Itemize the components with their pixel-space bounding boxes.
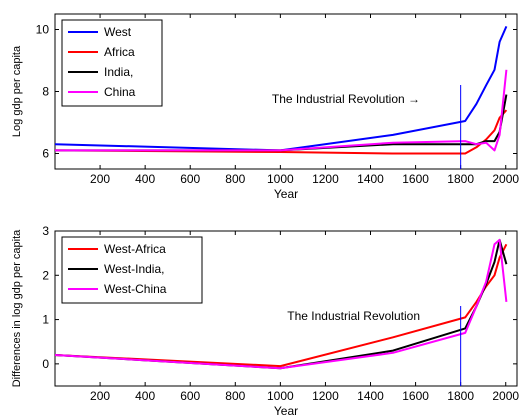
- x-tick-label: 1600: [402, 172, 429, 186]
- y-tick-label: 0: [42, 357, 49, 371]
- series-line-1: [54, 243, 508, 368]
- x-tick-label: 1200: [312, 172, 339, 186]
- x-tick-label: 1000: [267, 389, 294, 403]
- legend-label: India,: [104, 65, 133, 79]
- legend-label: Africa: [104, 45, 135, 59]
- x-tick-label: 400: [135, 172, 155, 186]
- x-tick-label: 2000: [492, 389, 519, 403]
- legend-label: West-India,: [104, 262, 164, 276]
- x-axis-label: Year: [274, 404, 298, 418]
- annotation-label: The Industrial Revolution: [287, 309, 420, 323]
- y-tick-label: 8: [42, 85, 49, 99]
- series-line-1: [54, 25, 508, 152]
- series-line-2: [54, 109, 508, 155]
- x-tick-label: 1800: [447, 172, 474, 186]
- x-tick-label: 600: [180, 389, 200, 403]
- x-tick-label: 600: [180, 172, 200, 186]
- legend-label: West-Africa: [104, 242, 166, 256]
- series-line-3: [54, 238, 508, 370]
- legend-label: West-China: [104, 282, 167, 296]
- chart-panel-1: 200 400 600 800 1000 1200 1400 1600 1800 2000 6 8 10…: [11, 13, 519, 201]
- x-tick-label: 2000: [492, 172, 519, 186]
- y-axis-label: Differences in log gdp per capita: [11, 229, 23, 387]
- annotation-label: The Industrial Revolution →: [272, 92, 420, 106]
- legend-label: China: [104, 85, 136, 99]
- y-tick-label: 6: [42, 147, 49, 161]
- x-tick-label: 1400: [357, 172, 384, 186]
- plot-area-frame: [54, 230, 518, 387]
- y-tick-label: 10: [36, 23, 50, 37]
- x-tick-label: 800: [225, 172, 245, 186]
- x-tick-label: 1000: [267, 172, 294, 186]
- x-tick-label: 1200: [312, 389, 339, 403]
- x-tick-label: 1400: [357, 389, 384, 403]
- x-tick-label: 1800: [447, 389, 474, 403]
- x-tick-label: 200: [90, 172, 110, 186]
- y-tick-label: 2: [42, 268, 49, 282]
- x-tick-label: 1600: [402, 389, 429, 403]
- legend-label: West: [104, 25, 132, 39]
- series-line-4: [55, 69, 508, 152]
- x-tick-label: 200: [90, 389, 110, 403]
- y-tick-label: 1: [42, 313, 49, 327]
- x-axis-label: Year: [274, 187, 298, 201]
- y-axis-label: Log gdp per capita: [11, 45, 23, 137]
- x-tick-label: 400: [135, 389, 155, 403]
- chart-panel-2: 200 400 600 800 1000 1200 1400 1600 1800 2000 0 1 2 3…: [11, 224, 519, 418]
- x-tick-label: 800: [225, 389, 245, 403]
- y-tick-label: 3: [42, 224, 49, 238]
